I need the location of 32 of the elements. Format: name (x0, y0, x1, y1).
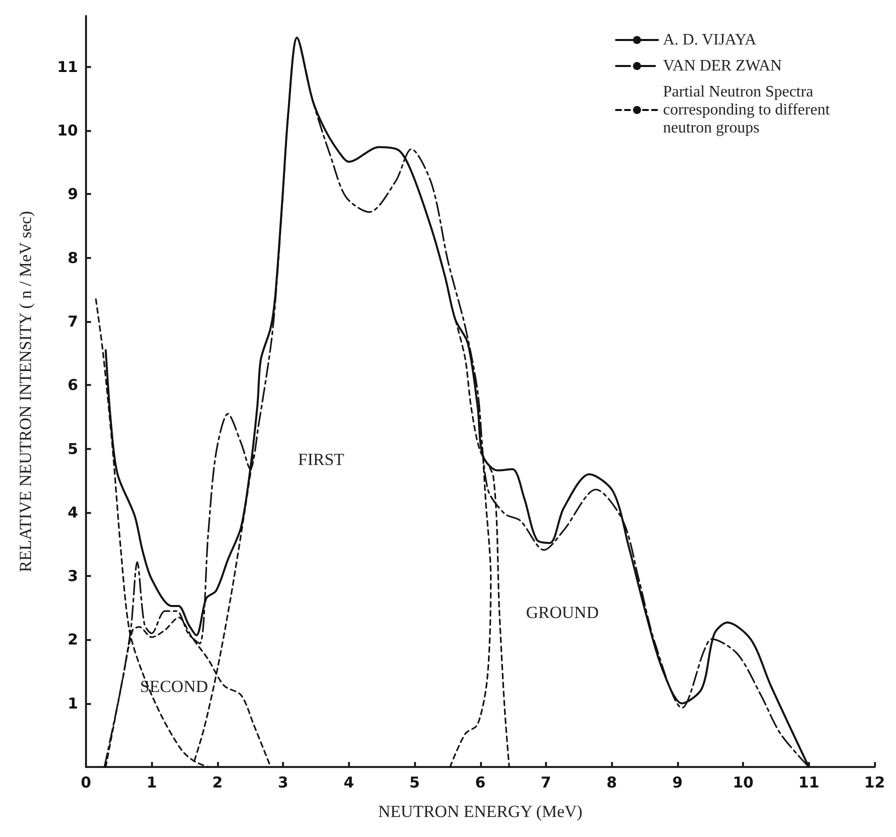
x-axis-title: NEUTRON ENERGY (MeV) (378, 802, 582, 821)
x-tick-label: 12 (864, 774, 885, 792)
x-tick-label: 3 (278, 774, 288, 792)
annotation: FIRST (298, 450, 345, 469)
annotation: GROUND (526, 603, 599, 622)
legend-label: Partial Neutron Spectra corresponding to different neutron groups (663, 84, 834, 136)
legend-label: A. D. VIJAYA (663, 32, 757, 48)
y-tick-label: 8 (68, 248, 78, 267)
annotation: SECOND (140, 677, 208, 696)
x-tick-label: 7 (540, 774, 552, 792)
x-tick-label: 2 (212, 774, 223, 792)
y-tick-label: 10 (57, 122, 78, 140)
y-tick-label: 6 (68, 376, 78, 394)
y-tick-label: 3 (68, 567, 78, 586)
x-tick-label: 11 (798, 774, 820, 792)
legend-label: VAN DER ZWAN (663, 58, 782, 74)
x-tick-label: 1 (146, 774, 157, 792)
x-tick-label: 0 (80, 774, 92, 792)
y-tick-label: 7 (68, 312, 78, 330)
y-tick-label: 5 (68, 440, 78, 458)
x-tick-label: 6 (475, 774, 486, 792)
y-tick-label: 4 (68, 503, 78, 522)
y-axis-title: RELATIVE NEUTRON INTENSITY ( n / MeV sec) (16, 210, 35, 572)
y-tick-label: 1 (68, 694, 78, 712)
x-tick-label: 5 (409, 774, 420, 792)
x-tick-label: 4 (344, 774, 354, 792)
y-tick-label: 11 (57, 58, 78, 76)
y-tick-label: 2 (68, 630, 78, 649)
y-tick-label: 9 (68, 185, 78, 204)
x-tick-label: 8 (606, 774, 617, 792)
x-tick-label: 9 (672, 774, 683, 792)
x-tick-label: 10 (732, 774, 754, 792)
